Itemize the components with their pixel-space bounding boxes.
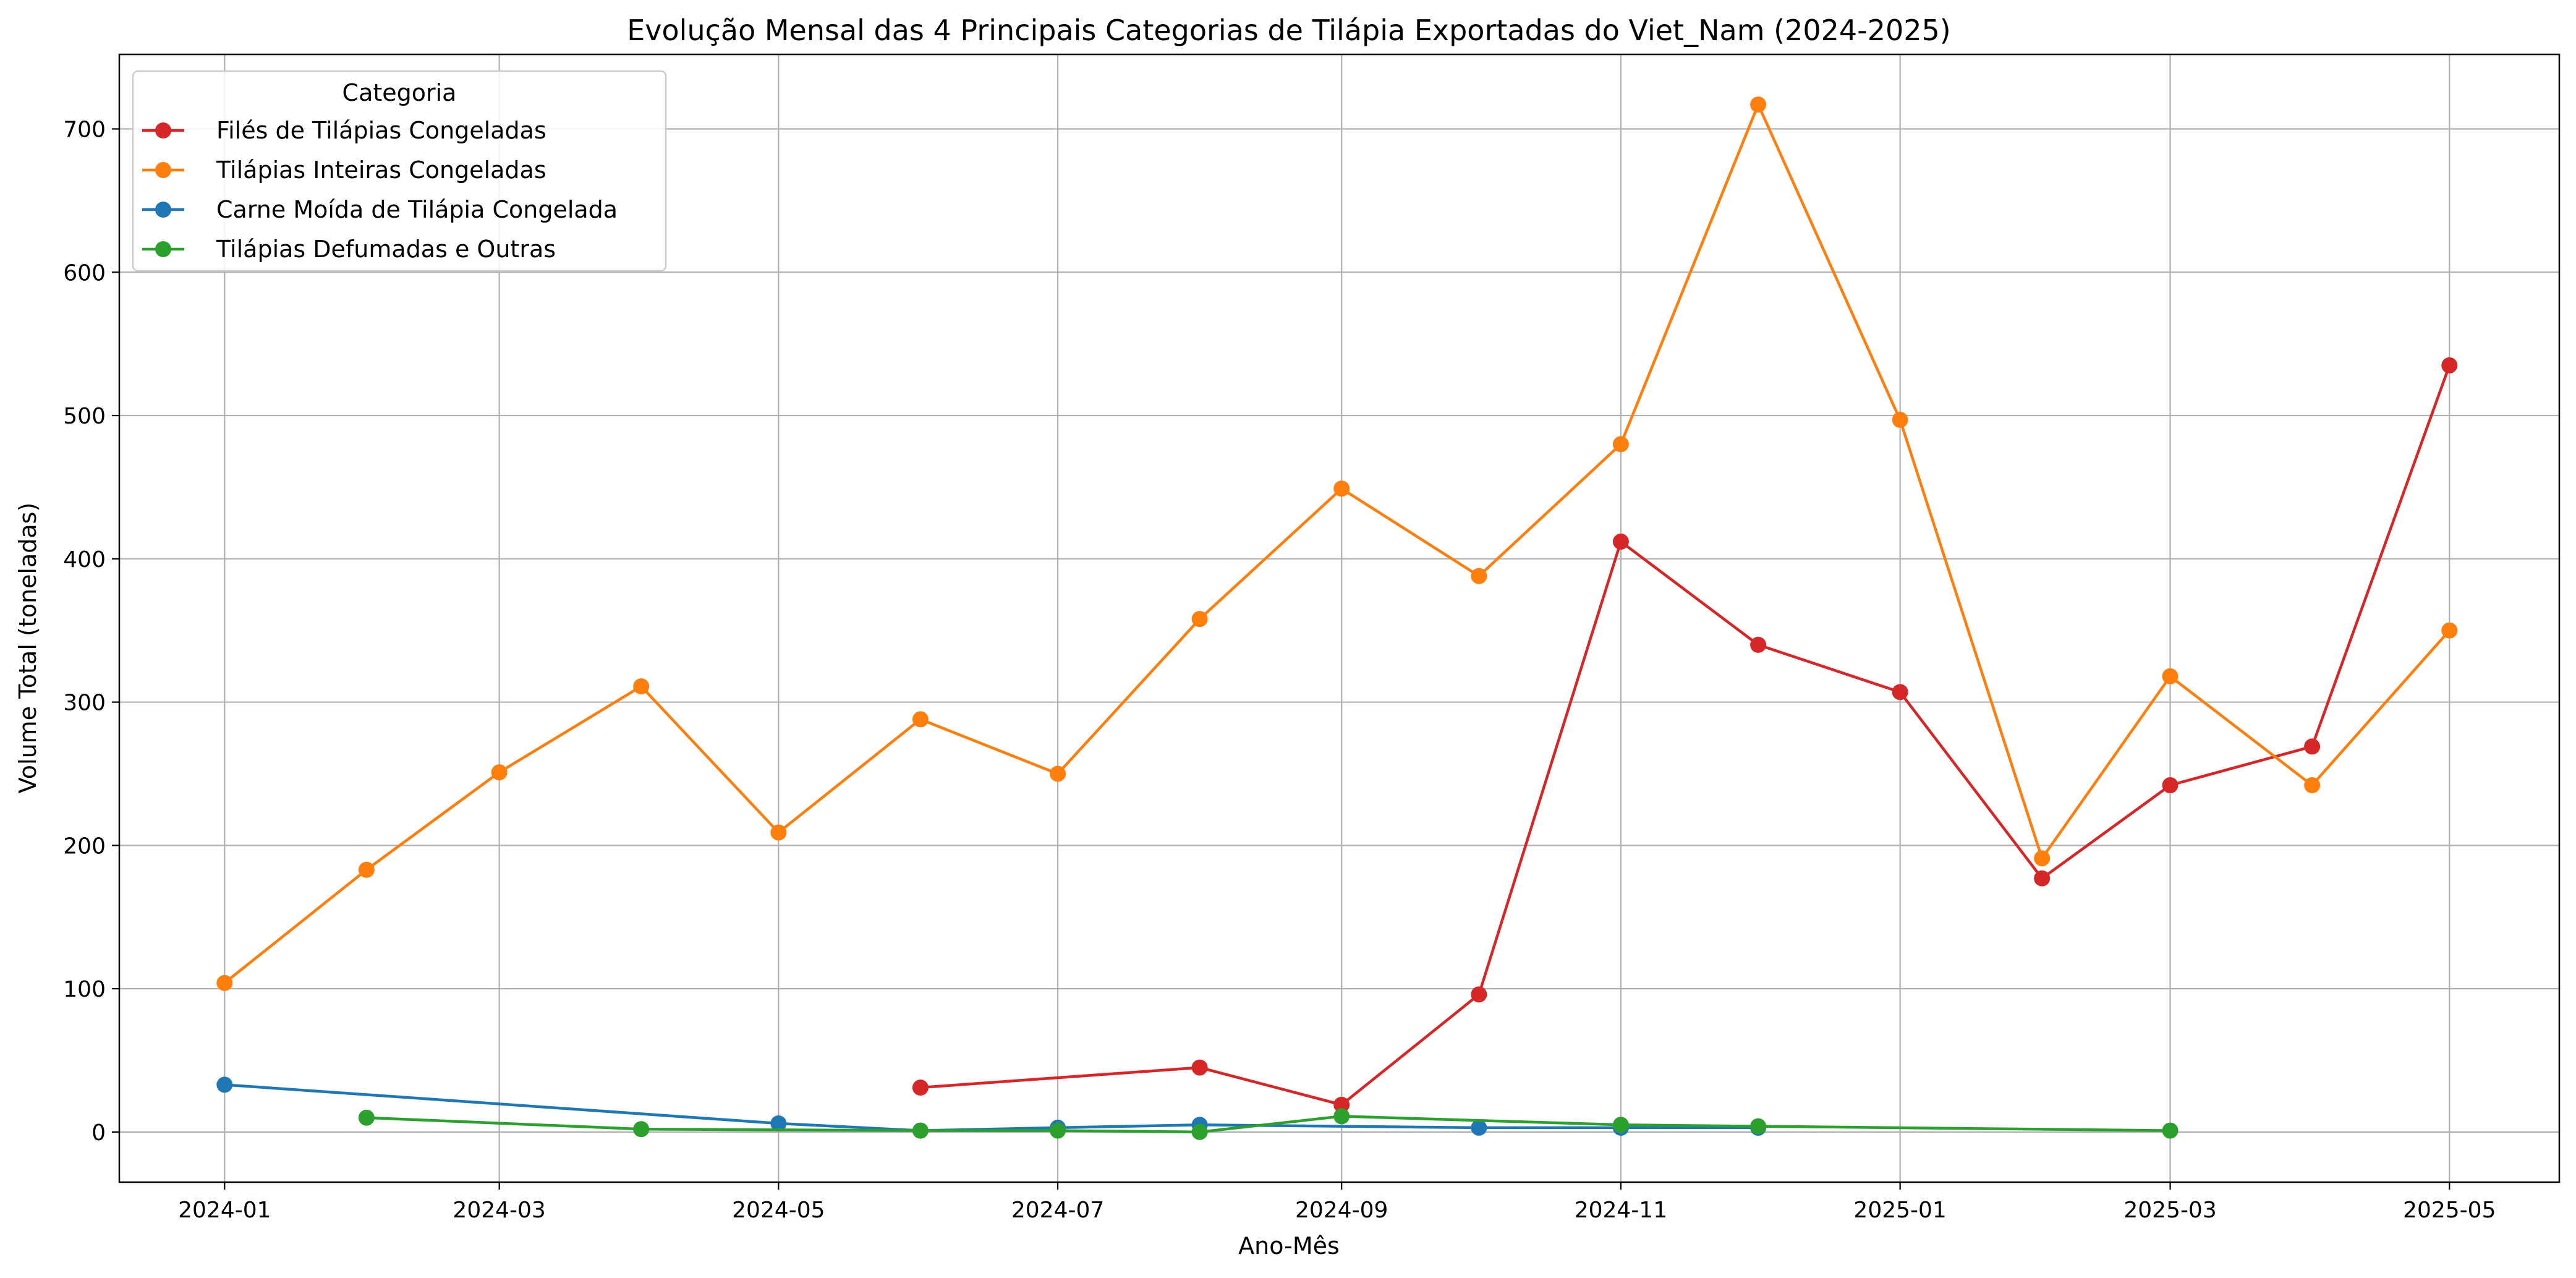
data-point (1471, 568, 1487, 584)
data-point (1892, 684, 1908, 701)
data-point (912, 711, 929, 728)
legend-label: Filés de Tilápias Congeladas (216, 117, 546, 144)
legend-label: Carne Moída de Tilápia Congelada (216, 196, 618, 223)
data-point (1050, 1122, 1066, 1139)
y-tick-label: 600 (63, 260, 106, 286)
series-4 (358, 1108, 2179, 1140)
legend-item-4: Tilápias Defumadas e Outras (142, 236, 556, 263)
data-point (1471, 986, 1487, 1003)
data-point (1612, 534, 1629, 550)
legend-item-3: Carne Moída de Tilápia Congelada (142, 196, 618, 223)
data-point (358, 861, 375, 878)
data-point (633, 678, 650, 695)
x-tick-label: 2024-09 (1295, 1198, 1388, 1223)
series-2 (216, 96, 2458, 991)
data-point (912, 1080, 929, 1096)
y-tick-label: 200 (63, 833, 106, 859)
grid-lines (119, 54, 2559, 1182)
data-point (2441, 357, 2458, 373)
data-point (1750, 1118, 1767, 1135)
data-point (770, 824, 787, 841)
data-point (2304, 777, 2321, 794)
data-point (1750, 96, 1767, 113)
series-1 (912, 357, 2458, 1113)
legend-item-1: Filés de Tilápias Congeladas (142, 117, 546, 144)
y-tick-label: 100 (63, 977, 106, 1002)
data-point (2034, 850, 2051, 867)
legend-item-2: Tilápias Inteiras Congeladas (142, 156, 546, 184)
data-point (912, 1122, 929, 1139)
y-tick-label: 300 (63, 691, 106, 716)
data-point (1333, 1096, 1350, 1113)
data-point (633, 1121, 650, 1138)
y-tick-label: 700 (63, 117, 106, 143)
y-tick-label: 0 (91, 1120, 106, 1146)
legend-box (132, 70, 667, 272)
x-tick-label: 2024-07 (1011, 1198, 1104, 1223)
legend-label: Tilápias Defumadas e Outras (216, 236, 556, 263)
axis-ticks: 2024-01 2024-03 2024-05 2024-07 2024-09 2024-… (63, 117, 2496, 1223)
legend-label: Tilápias Inteiras Congeladas (216, 156, 546, 184)
x-tick-label: 2025-03 (2123, 1198, 2216, 1223)
series-layer (216, 96, 2458, 1140)
plot-frame (118, 53, 2561, 1183)
data-point (491, 764, 508, 781)
x-tick-label: 2024-11 (1575, 1198, 1667, 1223)
data-point (1050, 765, 1066, 782)
data-point (216, 974, 233, 991)
x-tick-label: 2025-01 (1853, 1198, 1946, 1223)
legend-marker (155, 162, 171, 178)
data-point (1333, 480, 1350, 497)
data-point (770, 1115, 787, 1131)
data-point (1612, 436, 1629, 453)
legend: Categoria Filés de Tilápias Congeladas Ti… (132, 70, 667, 272)
y-tick-label: 400 (63, 547, 106, 573)
legend-title: Categoria (342, 79, 457, 106)
data-point (1612, 1117, 1629, 1133)
x-tick-label: 2024-01 (178, 1198, 271, 1223)
data-point (1750, 636, 1767, 653)
x-tick-label: 2025-05 (2403, 1198, 2496, 1223)
series-line (224, 1083, 1759, 1132)
x-tick-label: 2024-05 (732, 1198, 825, 1223)
data-point (2034, 870, 2051, 887)
legend-marker (155, 241, 171, 257)
data-point (1191, 1059, 1208, 1076)
data-point (1191, 611, 1208, 628)
chart-title: Evolução Mensal das 4 Principais Categor… (627, 14, 1951, 47)
y-tick-label: 500 (63, 404, 106, 429)
x-tick-label: 2024-03 (453, 1198, 545, 1223)
legend-marker (155, 122, 171, 138)
data-point (2304, 738, 2321, 755)
y-axis-title: Volume Total (toneladas) (14, 503, 41, 794)
data-point (1892, 412, 1908, 428)
x-axis-title: Ano-Mês (1238, 1232, 1340, 1259)
data-point (358, 1109, 375, 1126)
legend-marker (155, 202, 171, 218)
data-point (1191, 1123, 1208, 1140)
data-point (1333, 1108, 1350, 1125)
data-point (216, 1076, 233, 1093)
data-point (2162, 1122, 2179, 1139)
data-point (2441, 622, 2458, 639)
data-point (1471, 1119, 1487, 1136)
data-point (2162, 668, 2179, 684)
data-point (2162, 777, 2179, 794)
